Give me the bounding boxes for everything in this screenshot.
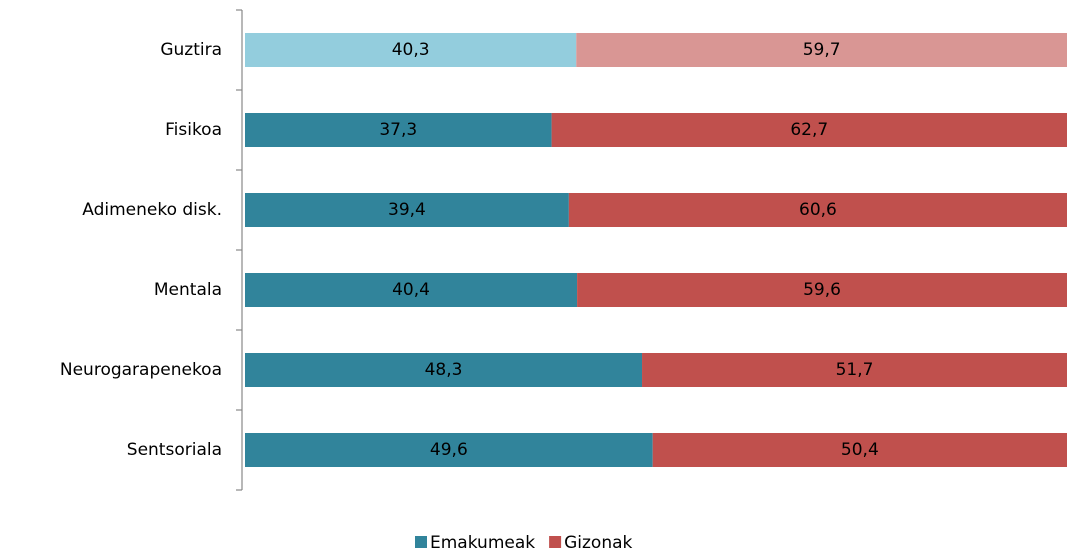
bar-segment <box>652 433 1067 467</box>
data-label: 40,4 <box>392 280 430 300</box>
y-tick-label: Guztira <box>160 40 222 60</box>
bar-segment <box>577 273 1067 307</box>
legend-swatch <box>415 536 427 548</box>
legend-label: Gizonak <box>564 533 632 553</box>
data-label: 48,3 <box>425 360 463 380</box>
bar-segment <box>245 433 653 467</box>
bar-segment <box>642 353 1067 387</box>
bar-segment <box>576 33 1067 67</box>
data-label: 51,7 <box>836 360 874 380</box>
bar-segment <box>245 353 643 387</box>
data-label: 59,7 <box>803 40 841 60</box>
data-label: 37,3 <box>379 120 417 140</box>
bar-segment <box>245 33 577 67</box>
y-tick-label: Mentala <box>154 280 222 300</box>
data-label: 49,6 <box>430 440 468 460</box>
bar-segment <box>568 193 1067 227</box>
bar-segment <box>245 113 552 147</box>
data-label: 60,6 <box>799 200 837 220</box>
bar-segment <box>245 193 569 227</box>
data-label: 59,6 <box>803 280 841 300</box>
legend-swatch <box>549 536 562 548</box>
data-label: 62,7 <box>790 120 828 140</box>
bar-segment <box>551 113 1067 147</box>
y-tick-label: Sentsoriala <box>127 440 222 460</box>
y-tick-label: Neurogarapenekoa <box>60 360 222 380</box>
bar-segment <box>245 273 578 307</box>
y-tick-label: Fisikoa <box>165 120 222 140</box>
data-label: 39,4 <box>388 200 426 220</box>
data-label: 50,4 <box>841 440 879 460</box>
legend-label: Emakumeak <box>430 533 535 553</box>
y-tick-label: Adimeneko disk. <box>82 200 222 220</box>
data-label: 40,3 <box>392 40 430 60</box>
